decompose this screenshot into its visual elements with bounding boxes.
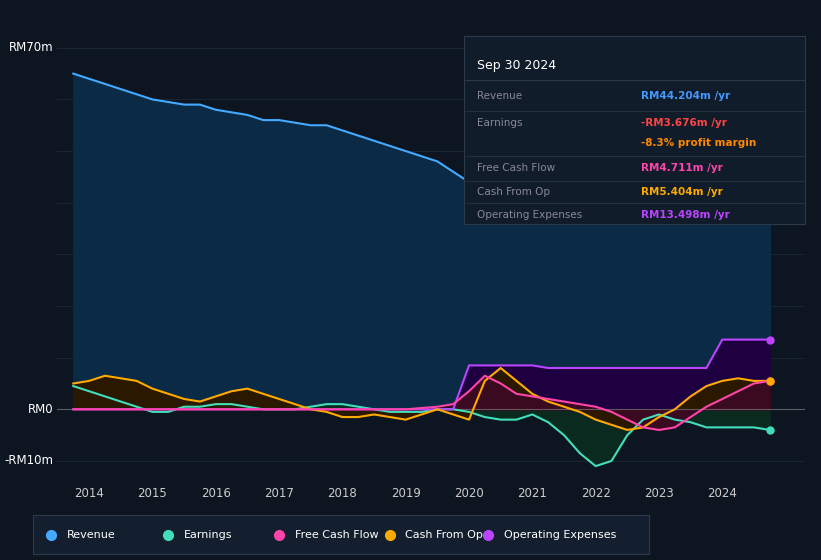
Text: RM44.204m /yr: RM44.204m /yr: [641, 91, 730, 101]
Text: Free Cash Flow: Free Cash Flow: [295, 530, 378, 540]
Text: -8.3% profit margin: -8.3% profit margin: [641, 138, 756, 148]
Text: RM70m: RM70m: [9, 41, 53, 54]
Text: Sep 30 2024: Sep 30 2024: [478, 59, 557, 72]
Text: Operating Expenses: Operating Expenses: [504, 530, 617, 540]
Text: RM5.404m /yr: RM5.404m /yr: [641, 187, 722, 197]
Text: Cash From Op: Cash From Op: [406, 530, 484, 540]
Text: Revenue: Revenue: [67, 530, 116, 540]
Text: RM4.711m /yr: RM4.711m /yr: [641, 163, 722, 172]
Text: Free Cash Flow: Free Cash Flow: [478, 163, 556, 172]
Text: -RM10m: -RM10m: [5, 455, 53, 468]
Text: Earnings: Earnings: [184, 530, 232, 540]
Text: Operating Expenses: Operating Expenses: [478, 209, 583, 220]
Text: Revenue: Revenue: [478, 91, 523, 101]
Text: RM13.498m /yr: RM13.498m /yr: [641, 209, 730, 220]
Text: Earnings: Earnings: [478, 118, 523, 128]
Text: RM0: RM0: [28, 403, 53, 416]
Text: -RM3.676m /yr: -RM3.676m /yr: [641, 118, 727, 128]
Text: Cash From Op: Cash From Op: [478, 187, 551, 197]
